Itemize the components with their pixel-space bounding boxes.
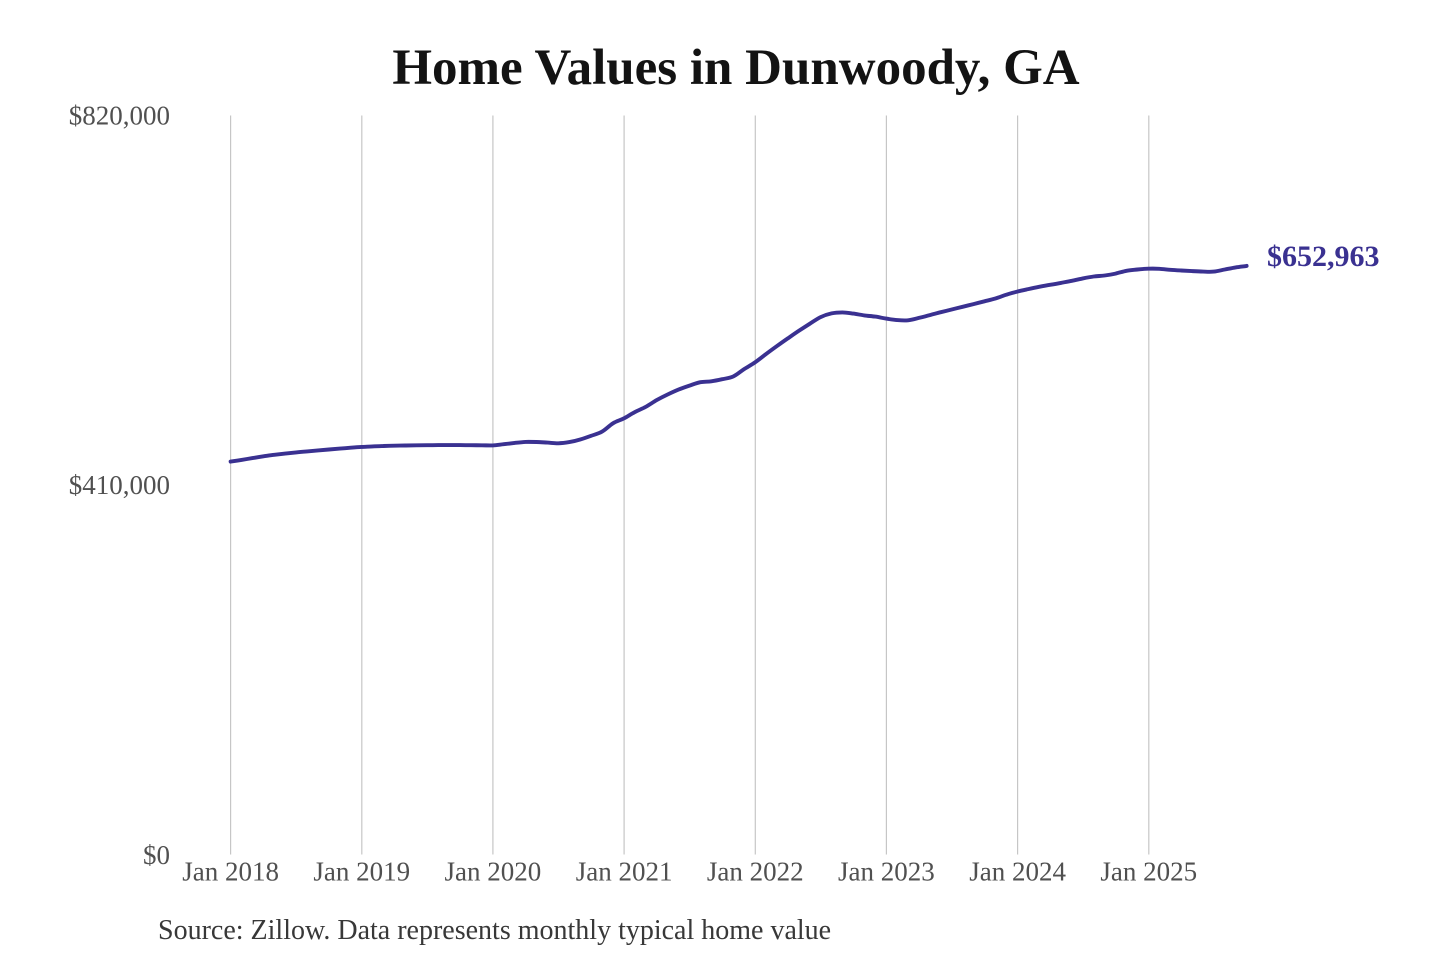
svg-text:Jan 2021: Jan 2021	[576, 857, 673, 887]
svg-text:Source: Zillow. Data represent: Source: Zillow. Data represents monthly …	[158, 915, 831, 946]
svg-text:Jan 2020: Jan 2020	[445, 857, 542, 887]
svg-text:$652,963: $652,963	[1267, 240, 1380, 273]
svg-text:Jan 2022: Jan 2022	[707, 857, 804, 887]
svg-text:$820,000: $820,000	[69, 101, 170, 131]
svg-text:Jan 2024: Jan 2024	[969, 857, 1066, 887]
svg-text:Jan 2025: Jan 2025	[1100, 857, 1197, 887]
svg-text:$0: $0	[143, 840, 170, 870]
svg-text:Home Values in Dunwoody, GA: Home Values in Dunwoody, GA	[392, 40, 1079, 96]
svg-text:$410,000: $410,000	[69, 470, 170, 500]
svg-text:Jan 2018: Jan 2018	[182, 857, 279, 887]
svg-text:Jan 2019: Jan 2019	[313, 857, 410, 887]
svg-text:Jan 2023: Jan 2023	[838, 857, 935, 887]
